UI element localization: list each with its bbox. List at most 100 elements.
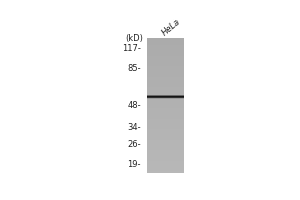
- Bar: [147, 68, 184, 69]
- Bar: [147, 48, 184, 49]
- Bar: [147, 95, 184, 99]
- Bar: [147, 56, 184, 57]
- Bar: [147, 59, 184, 60]
- Bar: [147, 146, 184, 147]
- Bar: [147, 78, 184, 79]
- Bar: [147, 106, 184, 107]
- Bar: [147, 148, 184, 149]
- Bar: [147, 74, 184, 75]
- Bar: [147, 40, 184, 41]
- Bar: [147, 51, 184, 52]
- Bar: [147, 83, 184, 84]
- Bar: [147, 109, 184, 110]
- Bar: [147, 160, 184, 161]
- Bar: [147, 130, 184, 131]
- Bar: [147, 67, 184, 68]
- Bar: [147, 123, 184, 124]
- Bar: [147, 143, 184, 144]
- Bar: [147, 122, 184, 123]
- Bar: [147, 133, 184, 134]
- Bar: [147, 47, 184, 48]
- Bar: [147, 66, 184, 67]
- Bar: [147, 95, 184, 98]
- Bar: [147, 42, 184, 43]
- Bar: [147, 167, 184, 168]
- Bar: [147, 101, 184, 102]
- Bar: [147, 46, 184, 47]
- Bar: [147, 39, 184, 40]
- Bar: [147, 104, 184, 105]
- Bar: [147, 60, 184, 61]
- Bar: [147, 81, 184, 82]
- Bar: [147, 52, 184, 53]
- Bar: [147, 169, 184, 170]
- Bar: [147, 100, 184, 101]
- Bar: [147, 105, 184, 106]
- Bar: [147, 38, 184, 39]
- Bar: [147, 118, 184, 119]
- Bar: [147, 158, 184, 159]
- Bar: [147, 162, 184, 163]
- Bar: [147, 99, 184, 100]
- Bar: [147, 157, 184, 158]
- Bar: [147, 44, 184, 45]
- Bar: [147, 144, 184, 145]
- Bar: [147, 87, 184, 88]
- Bar: [147, 88, 184, 89]
- Bar: [147, 114, 184, 115]
- Bar: [147, 155, 184, 156]
- Bar: [147, 149, 184, 150]
- Text: 85-: 85-: [127, 64, 141, 73]
- Bar: [147, 166, 184, 167]
- Text: 26-: 26-: [127, 140, 141, 149]
- Bar: [147, 77, 184, 78]
- Bar: [147, 116, 184, 117]
- Bar: [147, 137, 184, 138]
- Bar: [147, 65, 184, 66]
- Bar: [147, 85, 184, 86]
- Bar: [147, 96, 184, 98]
- Bar: [147, 91, 184, 92]
- Bar: [147, 145, 184, 146]
- Bar: [147, 110, 184, 111]
- Bar: [147, 168, 184, 169]
- Bar: [147, 131, 184, 132]
- Bar: [147, 93, 184, 94]
- Bar: [147, 118, 184, 119]
- Text: 19-: 19-: [128, 160, 141, 169]
- Bar: [147, 73, 184, 74]
- Bar: [147, 63, 184, 64]
- Bar: [147, 154, 184, 155]
- Bar: [147, 82, 184, 83]
- Bar: [147, 119, 184, 120]
- Text: (kD): (kD): [125, 34, 143, 43]
- Bar: [147, 57, 184, 58]
- Bar: [147, 127, 184, 128]
- Bar: [147, 134, 184, 135]
- Bar: [147, 122, 184, 123]
- Bar: [147, 113, 184, 114]
- Bar: [147, 41, 184, 42]
- Bar: [147, 64, 184, 65]
- Bar: [147, 79, 184, 80]
- Bar: [147, 43, 184, 44]
- Bar: [147, 140, 184, 141]
- Bar: [147, 107, 184, 108]
- Bar: [147, 92, 184, 93]
- Bar: [147, 142, 184, 143]
- Bar: [147, 59, 184, 60]
- Text: 117-: 117-: [122, 44, 141, 53]
- Bar: [147, 139, 184, 140]
- Bar: [147, 134, 184, 135]
- Text: 34-: 34-: [127, 123, 141, 132]
- Bar: [147, 128, 184, 129]
- Bar: [147, 130, 184, 131]
- Bar: [147, 64, 184, 65]
- Bar: [147, 147, 184, 148]
- Bar: [147, 152, 184, 153]
- Bar: [147, 84, 184, 85]
- Bar: [147, 150, 184, 151]
- Bar: [147, 62, 184, 63]
- Bar: [147, 151, 184, 152]
- Bar: [147, 75, 184, 76]
